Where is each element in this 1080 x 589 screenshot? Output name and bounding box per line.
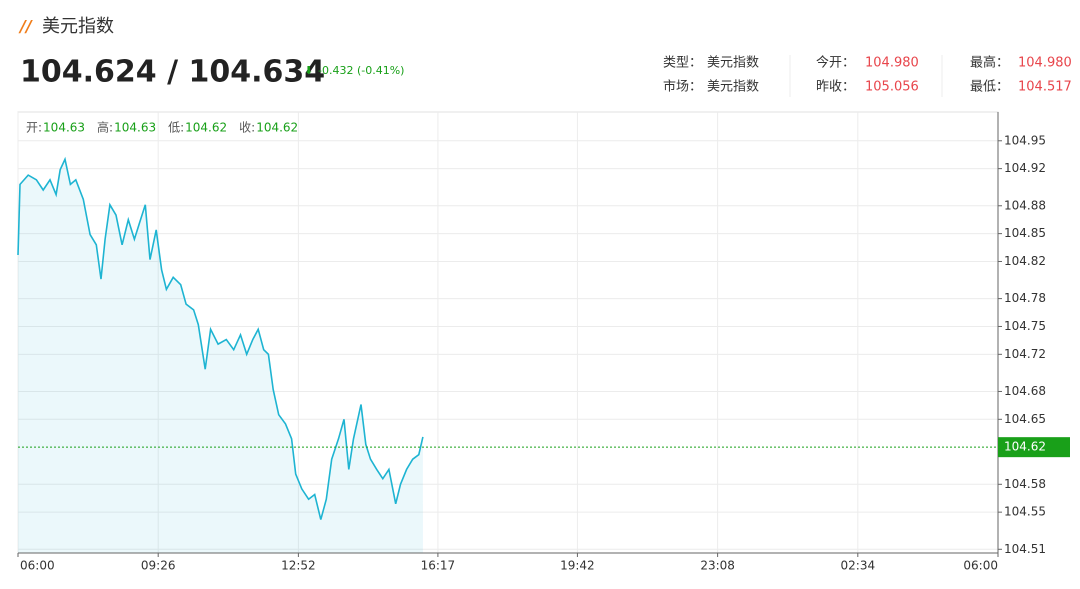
x-tick-label: 06:00 bbox=[963, 559, 998, 573]
y-tick-label: 104.85 bbox=[1004, 226, 1046, 240]
x-tick-label: 06:00 bbox=[20, 559, 55, 573]
info-label: 昨收： bbox=[816, 80, 855, 95]
info-value: 104.980 bbox=[1018, 56, 1072, 71]
y-tick-label: 104.68 bbox=[1004, 384, 1046, 398]
plot bbox=[17, 156, 998, 554]
change-arrow: ⬇ bbox=[304, 64, 313, 77]
info-label: 今开： bbox=[816, 55, 855, 71]
x-tick-label: 23:08 bbox=[700, 559, 735, 573]
ohlc-label: 低: bbox=[168, 121, 184, 135]
area bbox=[18, 159, 423, 554]
y-tick-label: 104.95 bbox=[1004, 133, 1046, 147]
ohlc-label: 收: bbox=[239, 121, 255, 135]
ohlc-value: 104.62 bbox=[185, 121, 227, 135]
info-value: 美元指数 bbox=[707, 56, 759, 71]
info-label: 市场： bbox=[663, 79, 702, 95]
title: 美元指数 bbox=[42, 16, 114, 37]
y-tick-label: 104.88 bbox=[1004, 198, 1046, 212]
price: 104.624 / 104.634 bbox=[20, 55, 325, 90]
x-tick-label: 02:34 bbox=[841, 559, 876, 573]
ohlc-value: 104.63 bbox=[114, 121, 156, 135]
title-icon: // bbox=[18, 17, 33, 36]
ohlc-label: 高: bbox=[97, 120, 113, 135]
y-tick-label: 104.65 bbox=[1004, 412, 1046, 426]
ohlc-legend: 开: 104.63 高: 104.63 低: 104.62 收: 104.62 bbox=[26, 120, 298, 135]
y-tick-label: 104.92 bbox=[1004, 161, 1046, 175]
price-line bbox=[17, 156, 424, 520]
y-tick-label: 104.58 bbox=[1004, 477, 1046, 491]
current-price-box bbox=[998, 437, 1070, 458]
axes: 104.95 104.92 104.88 104.85 104.82 104.78 104.… bbox=[17, 112, 1070, 573]
ohlc-label: 开: bbox=[26, 121, 42, 135]
info-label: 最高： bbox=[970, 55, 1009, 71]
info-value: 105.056 bbox=[865, 80, 919, 95]
change: -0.432 (-0.41%) bbox=[318, 64, 404, 77]
info-value: 104.517 bbox=[1018, 80, 1072, 95]
info-label: 类型： bbox=[663, 56, 702, 71]
y-tick-label: 104.78 bbox=[1004, 291, 1046, 305]
current-price-label: 104.62 bbox=[1004, 440, 1046, 454]
x-tick-label: 16:17 bbox=[421, 559, 456, 573]
ohlc-value: 104.63 bbox=[43, 121, 85, 135]
y-tick-label: 104.75 bbox=[1004, 319, 1046, 333]
info-value: 美元指数 bbox=[707, 80, 759, 95]
y-tick-label: 104.82 bbox=[1004, 254, 1046, 268]
info-value: 104.980 bbox=[865, 56, 919, 71]
y-tick-label: 104.51 bbox=[1004, 542, 1046, 556]
x-tick-label: 09:26 bbox=[141, 559, 176, 573]
x-tick-label: 19:42 bbox=[560, 559, 595, 573]
x-tick-label: 12:52 bbox=[281, 559, 316, 573]
y-tick-label: 104.55 bbox=[1004, 505, 1046, 519]
ohlc-value: 104.62 bbox=[256, 121, 298, 135]
info-label: 最低： bbox=[970, 80, 1009, 95]
grid bbox=[17, 112, 999, 553]
y-tick-label: 104.72 bbox=[1004, 347, 1046, 361]
